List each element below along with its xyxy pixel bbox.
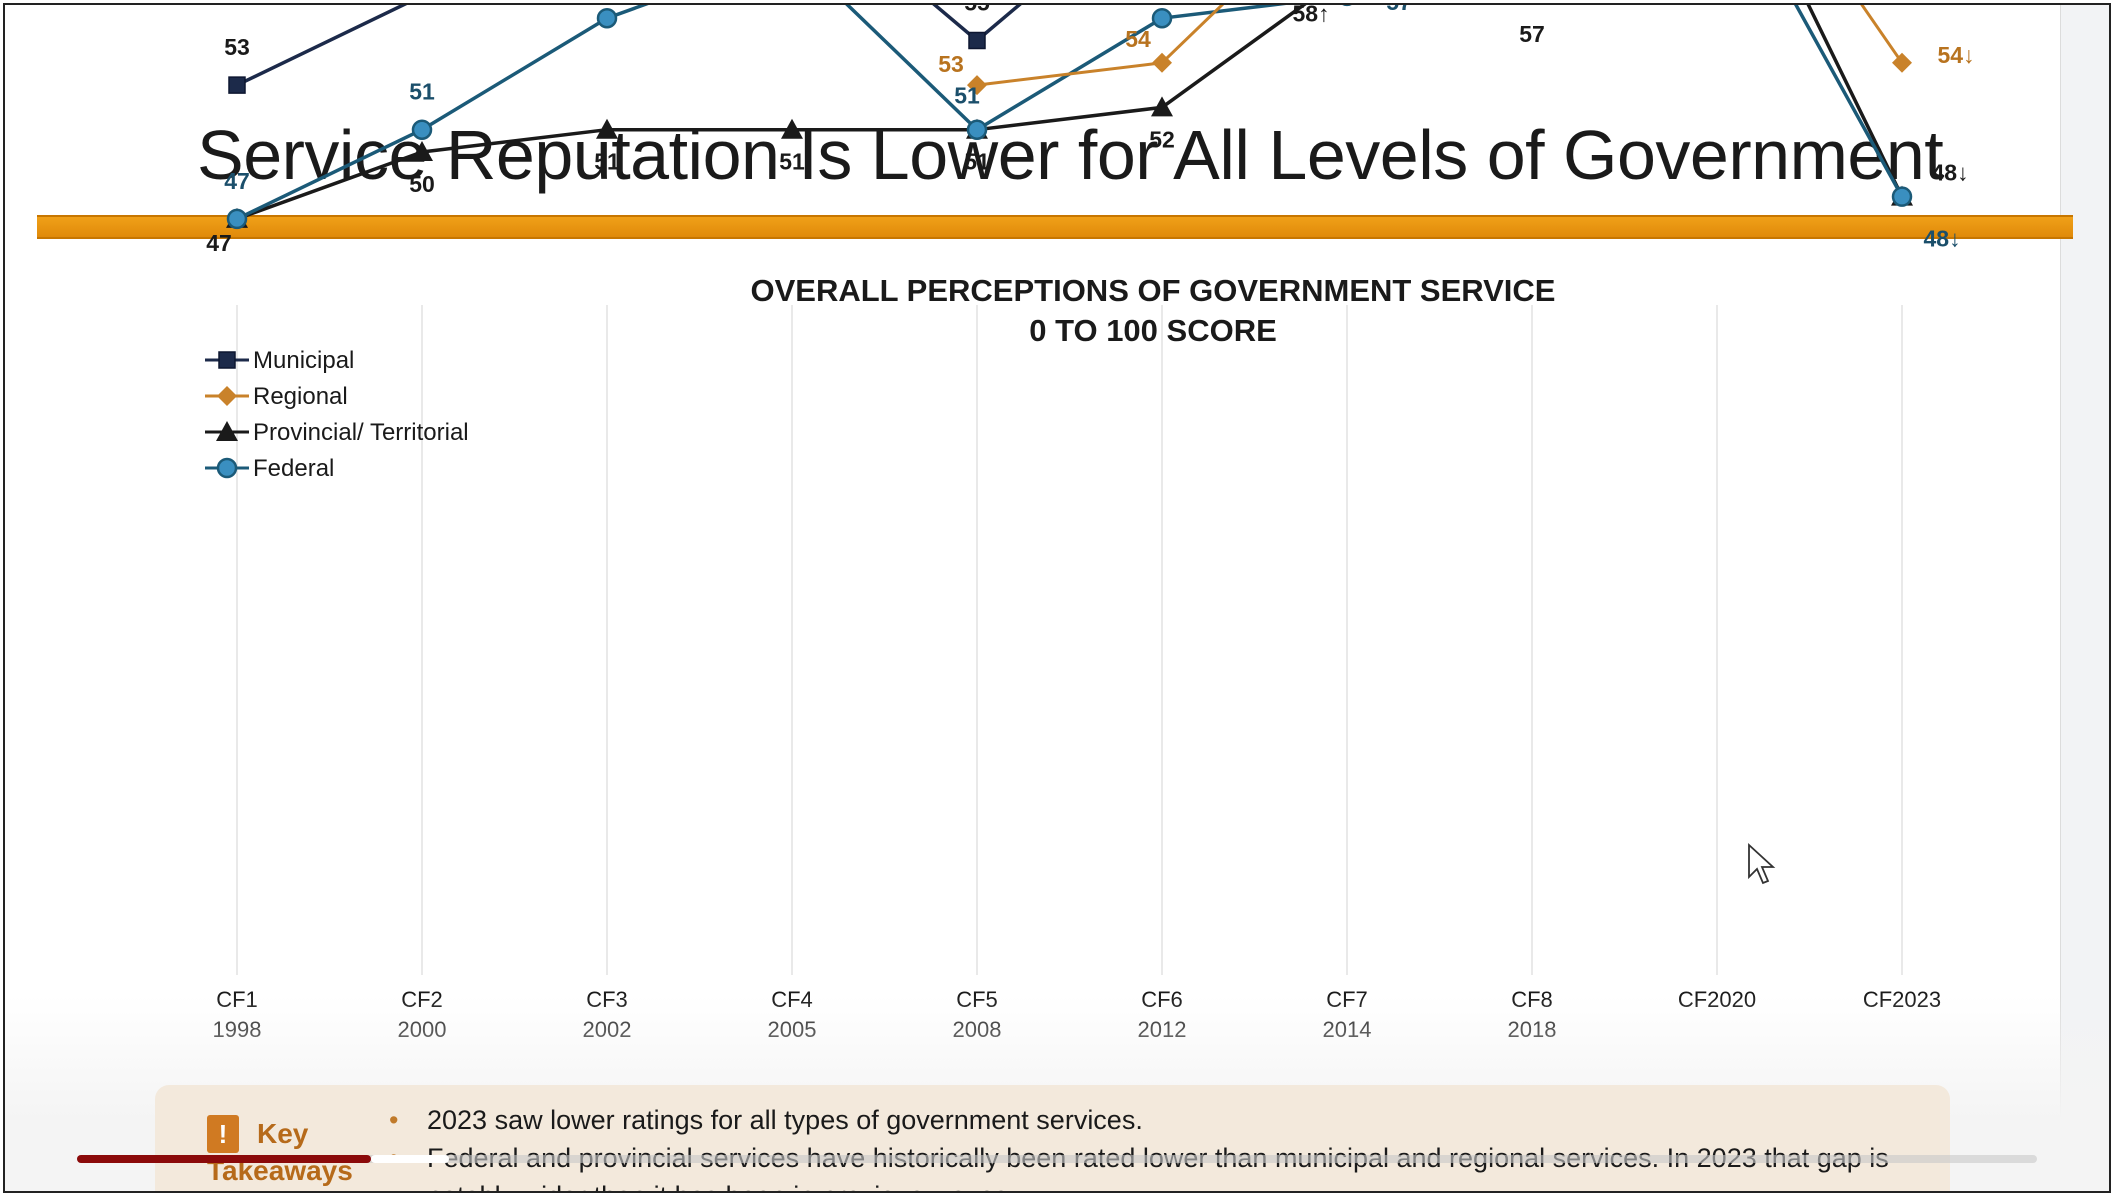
exclamation-icon: ! — [207, 1115, 239, 1153]
key-takeaways-heading: ! Key — [207, 1115, 308, 1153]
legend-marker — [218, 351, 236, 369]
data-label: 51 — [964, 149, 990, 175]
data-point — [967, 75, 987, 96]
data-point — [596, 7, 618, 29]
data-point — [411, 141, 433, 161]
data-label: 58↑ — [1292, 5, 1329, 27]
data-label: 48↓ — [1931, 160, 1968, 186]
legend-label: Federal — [253, 455, 334, 482]
data-point — [968, 31, 986, 50]
key-takeaways-box: ! Key Takeaways 2023 saw lower ratings f… — [155, 1085, 1950, 1191]
data-point — [228, 76, 246, 94]
series-line — [236, 5, 1904, 221]
title-underline-bar — [37, 215, 2073, 239]
takeaways-list: 2023 saw lower ratings for all types of … — [385, 1101, 1905, 1191]
data-point — [1151, 96, 1173, 117]
data-label: 51 — [594, 149, 620, 175]
video-progress-fill[interactable] — [77, 1155, 371, 1163]
data-label: 57 — [1386, 5, 1412, 15]
data-label: 51 — [779, 149, 805, 175]
data-label: 57 — [1519, 21, 1545, 47]
video-progress-bar[interactable] — [77, 1155, 2037, 1163]
series-line — [236, 5, 1904, 221]
data-point — [1152, 52, 1172, 73]
legend-label: Municipal — [253, 347, 354, 374]
video-buffer-bar — [371, 1155, 450, 1163]
data-label: 53 — [938, 51, 964, 77]
data-point — [781, 118, 803, 139]
takeaway-item: Federal and provincial services have his… — [385, 1139, 1905, 1191]
data-label: 47 — [224, 168, 250, 194]
chart-title: OVERALL PERCEPTIONS OF GOVERNMENT SERVIC… — [751, 273, 1556, 308]
legend-marker — [216, 421, 238, 441]
window-edge — [2060, 5, 2109, 1191]
data-point — [966, 119, 988, 140]
data-point — [226, 208, 248, 230]
data-label: 55 — [964, 5, 990, 16]
data-label: 54 — [1125, 26, 1151, 52]
data-label: 54↓ — [1937, 42, 1974, 68]
series-line — [976, 5, 1904, 87]
legend-label: Provincial/ Territorial — [253, 419, 469, 446]
data-label: 51 — [954, 83, 980, 109]
data-label: 53 — [224, 34, 250, 60]
data-point — [1151, 7, 1173, 29]
legend-label: Regional — [253, 383, 348, 410]
data-label: 48↓ — [1923, 226, 1960, 252]
data-point — [411, 119, 433, 140]
mouse-cursor-icon — [1748, 842, 1776, 885]
data-label: 51 — [409, 79, 435, 105]
legend-marker — [217, 386, 237, 406]
key-label: Key — [257, 1118, 309, 1149]
data-label: 50 — [409, 171, 435, 197]
data-point — [596, 118, 618, 139]
slide-frame: Service Reputation Is Lower for All Leve… — [3, 3, 2111, 1193]
slide-title: Service Reputation Is Lower for All Leve… — [197, 116, 1944, 194]
takeaway-item: 2023 saw lower ratings for all types of … — [385, 1101, 1905, 1139]
data-label: 47 — [206, 230, 232, 256]
legend-marker — [216, 457, 238, 479]
data-point — [1891, 186, 1913, 207]
chart-subtitle: 0 TO 100 SCORE — [1029, 313, 1277, 348]
data-label: 52 — [1149, 126, 1175, 152]
data-point — [1892, 52, 1912, 73]
